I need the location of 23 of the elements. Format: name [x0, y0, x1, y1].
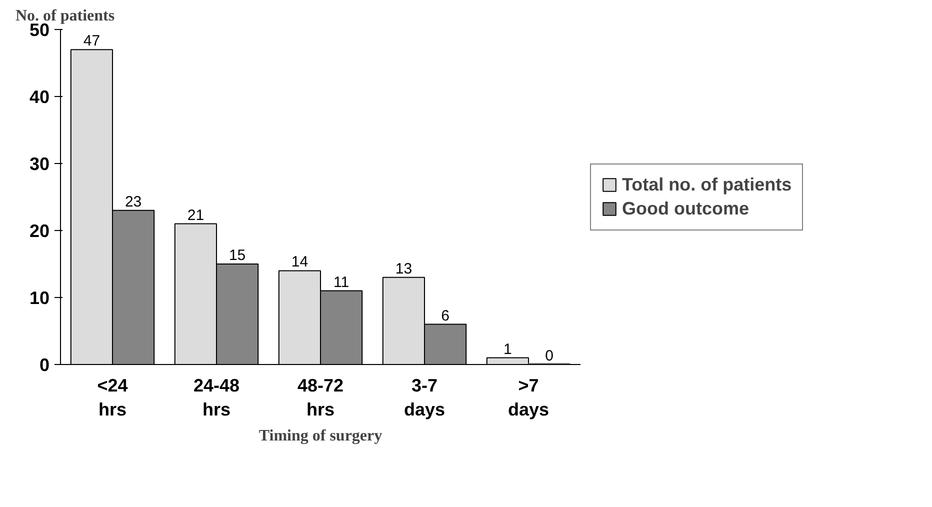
legend-label: Good outcome: [622, 198, 749, 219]
x-tick-label: 24-48 hrs: [193, 376, 240, 420]
data-label: 13: [395, 260, 412, 278]
y-tick-label: 40: [29, 87, 50, 107]
data-label: 6: [441, 307, 450, 324]
x-axis-title: Timing of surgery: [258, 428, 382, 444]
y-tick-label: 0: [39, 355, 50, 375]
data-label: 1: [504, 340, 512, 358]
x-tick-label: 3-7 days: [404, 376, 446, 420]
data-label: 11: [334, 274, 350, 291]
data-label: 21: [187, 206, 204, 224]
legend-label: Total no. of patients: [622, 174, 792, 195]
y-tick-label: 20: [29, 221, 50, 241]
data-label: 23: [124, 193, 142, 210]
x-tick-label: 48-72 hrs: [297, 376, 344, 420]
x-tick-label: <24 hrs: [97, 376, 128, 420]
y-tick-label: 30: [29, 154, 50, 174]
data-label: 47: [83, 32, 100, 50]
x-tick-label: >7 days: [508, 376, 550, 420]
data-label: 15: [228, 247, 246, 264]
y-tick-label: 10: [29, 288, 50, 308]
data-label: 14: [291, 254, 308, 271]
data-label: 0: [545, 348, 554, 364]
